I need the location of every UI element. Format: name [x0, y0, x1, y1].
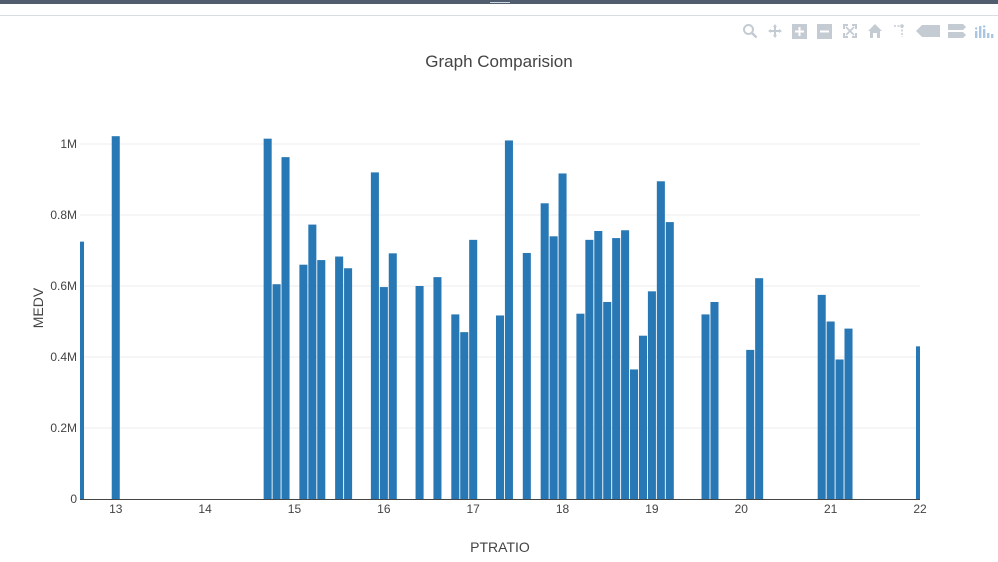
autoscale-icon[interactable]: [841, 23, 858, 40]
bar[interactable]: [272, 284, 281, 499]
y-tick-label: 0.4M: [50, 350, 77, 364]
zoom-out-icon[interactable]: [816, 23, 833, 40]
y-tick-label: 0.2M: [50, 421, 77, 435]
reset-axes-icon[interactable]: [866, 23, 883, 40]
x-tick-label: 17: [467, 502, 481, 516]
bar[interactable]: [576, 313, 585, 499]
bar[interactable]: [379, 287, 388, 499]
header-divider: [0, 15, 998, 16]
bar[interactable]: [755, 278, 764, 499]
bar[interactable]: [299, 264, 308, 499]
bar[interactable]: [495, 315, 505, 499]
bar[interactable]: [594, 230, 603, 499]
bar[interactable]: [558, 173, 567, 499]
bar[interactable]: [603, 301, 612, 499]
bar[interactable]: [656, 181, 665, 499]
bar[interactable]: [469, 239, 478, 499]
y-axis-label: MEDV: [30, 287, 46, 328]
bar[interactable]: [335, 256, 344, 499]
bar[interactable]: [710, 301, 719, 499]
x-tick-labels: 13 14 15 16 17 18 19 20 21 22: [109, 502, 927, 516]
y-tick-label: 0.8M: [50, 208, 77, 222]
plot-modebar: [741, 22, 998, 40]
bar[interactable]: [585, 239, 594, 499]
bar[interactable]: [746, 349, 755, 499]
x-tick-label: 19: [645, 502, 659, 516]
bar[interactable]: [915, 346, 920, 499]
bar[interactable]: [835, 359, 844, 499]
bar[interactable]: [817, 294, 826, 499]
bar[interactable]: [433, 277, 442, 499]
y-tick-labels: 0 0.2M 0.4M 0.6M 0.8M 1M: [50, 137, 77, 506]
bar[interactable]: [263, 138, 272, 500]
bar[interactable]: [80, 241, 85, 499]
plotly-logo-icon[interactable]: [974, 23, 996, 40]
bar[interactable]: [317, 260, 326, 499]
x-tick-label: 15: [288, 502, 302, 516]
x-tick-label: 13: [109, 502, 123, 516]
bar[interactable]: [504, 140, 513, 499]
bar[interactable]: [621, 230, 630, 499]
x-tick-label: 21: [824, 502, 838, 516]
pan-icon[interactable]: [766, 23, 783, 40]
bar[interactable]: [460, 332, 469, 499]
bar[interactable]: [451, 314, 460, 499]
x-tick-label: 20: [735, 502, 749, 516]
y-tick-label: 1M: [60, 137, 77, 151]
bar[interactable]: [540, 203, 549, 499]
x-tick-label: 16: [377, 502, 391, 516]
resize-handle[interactable]: [490, 2, 510, 3]
x-axis-label: PTRATIO: [470, 539, 530, 555]
bar[interactable]: [826, 321, 835, 500]
x-tick-label: 22: [913, 502, 927, 516]
bar[interactable]: [281, 157, 290, 499]
bar[interactable]: [415, 286, 424, 499]
bar[interactable]: [844, 328, 853, 499]
hover-compare-icon[interactable]: [948, 23, 966, 40]
spike-lines-icon[interactable]: [891, 23, 908, 40]
y-tick-label: 0: [70, 492, 77, 506]
x-tick-label: 18: [556, 502, 570, 516]
bar[interactable]: [630, 369, 639, 499]
bar[interactable]: [612, 238, 621, 499]
bar[interactable]: [522, 252, 531, 499]
chart-title: Graph Comparision: [425, 52, 572, 71]
bar[interactable]: [388, 253, 397, 499]
bar[interactable]: [549, 236, 558, 500]
x-tick-label: 14: [198, 502, 212, 516]
zoom-in-icon[interactable]: [791, 23, 808, 40]
bar[interactable]: [308, 224, 317, 499]
zoom-icon[interactable]: [741, 23, 758, 40]
bars: [80, 136, 920, 500]
bar[interactable]: [344, 268, 353, 499]
bar[interactable]: [111, 136, 120, 499]
bar[interactable]: [701, 314, 710, 499]
bar[interactable]: [665, 222, 674, 499]
bar[interactable]: [370, 172, 379, 499]
hover-closest-icon[interactable]: [916, 23, 940, 40]
bar[interactable]: [638, 335, 647, 499]
y-tick-label: 0.6M: [50, 279, 77, 293]
bar[interactable]: [647, 291, 656, 499]
